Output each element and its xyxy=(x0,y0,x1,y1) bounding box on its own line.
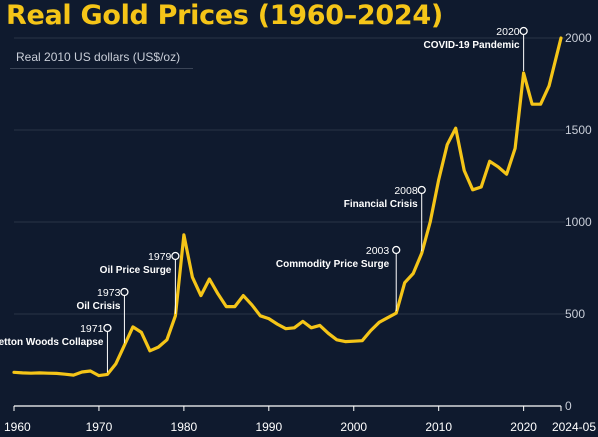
annotation-year: 2020 xyxy=(496,26,520,38)
x-end-label: 2024-05 xyxy=(552,420,596,434)
annotation-year: 2003 xyxy=(366,245,390,257)
annotation-year: 1973 xyxy=(97,287,121,299)
series-line-0 xyxy=(12,36,563,378)
x-tick-label: 2000 xyxy=(340,420,367,434)
annotation-label: Oil Crisis xyxy=(77,301,121,312)
series-layer xyxy=(12,36,563,378)
annotation-label: Oil Price Surge xyxy=(100,265,172,276)
annotation-label: COVID-19 Pandemic xyxy=(423,40,520,51)
chart-title: Real Gold Prices (1960–2024) xyxy=(6,0,443,31)
annotations: 1971 Bretton Woods Collapse 1973 Oil Crisis… xyxy=(0,26,528,373)
annotation-marker xyxy=(103,323,112,333)
annotation-label: Commodity Price Surge xyxy=(276,259,390,270)
x-tick-label: 2020 xyxy=(510,420,537,434)
y-tick-label: 1500 xyxy=(565,123,592,137)
annotation-year: 2008 xyxy=(394,185,418,197)
x-tick-label: 1960 xyxy=(4,420,31,434)
y-tick-label: 1000 xyxy=(565,215,592,229)
annotation-marker xyxy=(120,287,129,297)
annotation-year: 1979 xyxy=(148,251,172,263)
annotation-marker xyxy=(392,245,401,255)
annotation-marker xyxy=(519,26,528,36)
axes: 0 500 1000 1500 2000 1960 1970 1980 1990 2000 2010… xyxy=(4,31,596,434)
annotation-label: Bretton Woods Collapse xyxy=(0,337,104,348)
y-tick-label: 0 xyxy=(565,399,572,413)
annotation-marker xyxy=(171,251,180,261)
chart-subtitle: Real 2010 US dollars (US$/oz) xyxy=(16,50,181,64)
annotation-year: 1971 xyxy=(80,323,104,335)
grid-lines xyxy=(14,37,565,315)
y-tick-label: 500 xyxy=(565,307,585,321)
annotation-marker xyxy=(417,185,426,195)
x-tick-label: 1990 xyxy=(255,420,282,434)
x-tick-label: 1980 xyxy=(171,420,198,434)
x-tick-label: 1970 xyxy=(86,420,113,434)
annotation-label: Financial Crisis xyxy=(344,199,418,210)
subtitle-divider xyxy=(10,68,193,69)
x-tick-label: 2010 xyxy=(425,420,452,434)
y-tick-label: 2000 xyxy=(565,31,592,45)
